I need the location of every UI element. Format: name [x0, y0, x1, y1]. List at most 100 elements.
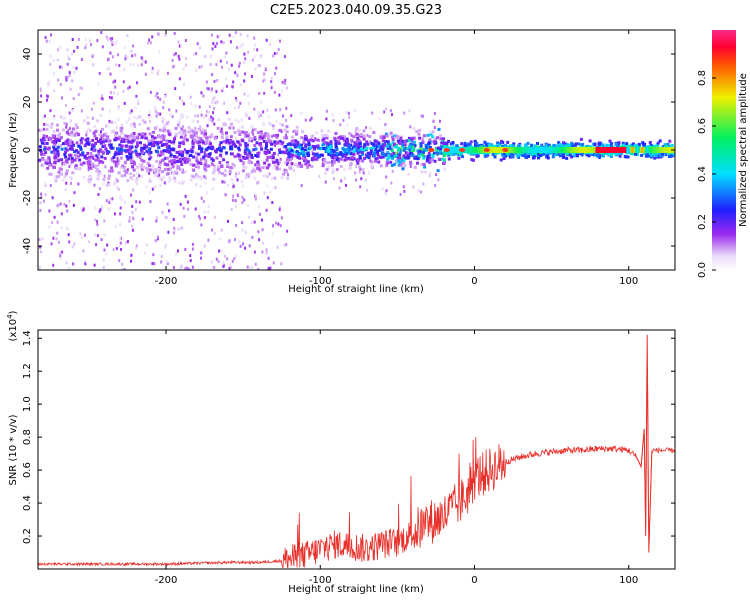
spectrogram-cell [525, 147, 528, 153]
spectrogram-cell [286, 143, 290, 147]
spectrogram-cell [475, 147, 478, 153]
spectrogram-cell [48, 125, 52, 129]
spectrogram-cell [116, 179, 119, 183]
spectrogram-cell [284, 78, 287, 82]
spectrogram-cell [44, 181, 47, 185]
spectrogram-cell [49, 62, 52, 66]
spectrogram-cell [259, 54, 262, 57]
spectrogram-cell [395, 134, 399, 138]
spectrogram-cell [215, 90, 218, 94]
spectrogram-cell [86, 160, 90, 164]
spectrogram-cell [335, 168, 339, 171]
spectrogram-cell [259, 142, 262, 145]
spectrogram-cell [425, 159, 429, 163]
spectrogram-cell [194, 127, 197, 130]
spectrogram-cell [46, 98, 49, 102]
spectrogram-cell [197, 165, 200, 169]
spectrogram-cell [187, 267, 190, 270]
x-tick-label: -100 [309, 276, 332, 287]
spectrogram-cell [409, 125, 412, 129]
spectrogram-cell [271, 124, 275, 128]
spectrogram-cell [85, 133, 88, 137]
spectrogram-cell [250, 75, 253, 78]
spectrogram-cell [661, 152, 664, 156]
spectrogram-cell [456, 152, 460, 156]
spectrogram-cell [82, 119, 86, 123]
spectrogram-cell [241, 201, 244, 204]
spectrogram-cell [112, 160, 116, 164]
spectrogram-cell [206, 87, 209, 91]
spectrogram-cell [267, 150, 271, 154]
spectrogram-cell [46, 166, 50, 170]
spectrogram-cell [91, 138, 95, 142]
spectrogram-cell [342, 168, 346, 172]
spectrogram-cell [314, 153, 318, 157]
spectrogram-cell [307, 143, 311, 147]
spectrogram-cell [92, 131, 96, 135]
spectrogram-cell [124, 57, 127, 61]
spectrogram-cell [233, 184, 235, 188]
spectrogram-cell [210, 145, 214, 149]
spectrogram-cell [230, 166, 234, 169]
spectrogram-cell [241, 130, 245, 134]
spectrogram-cell [276, 133, 279, 137]
spectrogram-cell [142, 159, 146, 163]
spectrogram-cell [123, 268, 126, 270]
spectrogram-cell [439, 134, 443, 138]
spectrogram-cell [220, 40, 223, 44]
spectrogram-cell [172, 160, 176, 164]
x-tick-label: 100 [619, 276, 638, 287]
spectrogram-cell [107, 183, 111, 187]
spectrogram-cell [85, 43, 88, 47]
spectrogram-cell [408, 109, 411, 113]
spectrogram-cell [98, 72, 101, 75]
spectrogram-cell [343, 135, 347, 139]
spectrogram-cell [387, 154, 391, 158]
y-tick-label: 0.2 [22, 528, 33, 544]
spectrogram-cell [627, 147, 630, 153]
spectrogram-cell [77, 93, 80, 97]
spectrogram-cell [424, 143, 428, 147]
spectrogram-cell [465, 147, 468, 153]
spectrogram-cell [420, 162, 424, 166]
spectrogram-cell [412, 185, 415, 189]
spectrogram-cell [358, 156, 362, 160]
spectrogram-cell [332, 177, 335, 181]
spectrogram-cell [63, 121, 66, 125]
spectrogram-cell [60, 158, 64, 162]
spectrogram-cell [135, 116, 138, 120]
spectrogram-cell [668, 145, 672, 149]
spectrogram-cell [501, 144, 505, 148]
spectrogram-cell [124, 241, 127, 245]
colorbar-label: Normalized spectral amplitude [738, 73, 749, 227]
spectrogram-cell [284, 136, 288, 140]
spectrogram-cell [51, 196, 54, 200]
spectrogram-cell [91, 162, 95, 166]
spectrogram-cell [156, 96, 159, 100]
spectrogram-cell [177, 120, 181, 124]
spectrogram-cell [269, 190, 272, 194]
spectrogram-cell [158, 162, 162, 166]
spectrogram-cell [186, 200, 189, 204]
spectrogram-cell [210, 157, 214, 161]
spectrogram-cell [77, 144, 81, 148]
spectrogram-cell [453, 147, 456, 153]
spectrogram-cell [310, 116, 313, 120]
spectrogram-cell [173, 32, 176, 35]
spectrogram-cell [244, 57, 247, 61]
spectrogram-cell [212, 42, 215, 46]
spectrogram-cell [332, 153, 335, 157]
spectrogram-cell [119, 206, 122, 210]
spectrogram-cell [592, 147, 595, 153]
spectrogram-cell [54, 147, 58, 151]
spectrogram-cell [578, 147, 581, 153]
spectrogram-cell [522, 147, 525, 153]
spectrogram-cell [544, 147, 547, 153]
spectrogram-cell [261, 228, 264, 232]
spectrogram-cell [60, 226, 63, 230]
spectrogram-cell [173, 53, 176, 57]
spectrogram-cell [307, 163, 311, 167]
spectrogram-cell [285, 243, 288, 246]
spectrogram-cell [536, 147, 539, 153]
spectrogram-cell [109, 198, 111, 201]
